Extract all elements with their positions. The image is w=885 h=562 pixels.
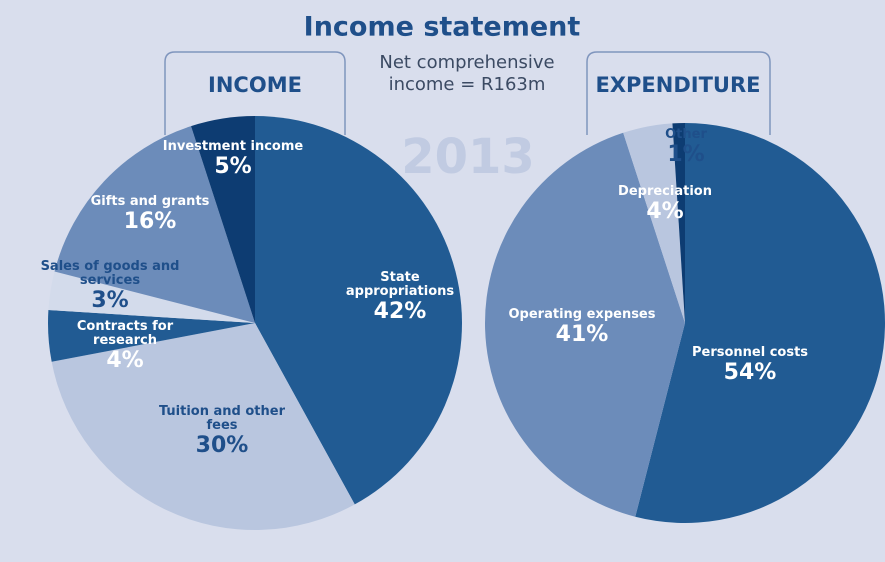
category-label: Depreciation — [618, 184, 712, 199]
pie-slice — [623, 123, 685, 323]
year: 2013 — [401, 129, 535, 185]
slice-label: State appropriations 42% — [325, 271, 475, 325]
value-label: 4% — [646, 199, 684, 224]
subtitle: Net comprehensive income = R163m — [379, 52, 555, 95]
pie-title: EXPENDITURE — [596, 73, 761, 97]
pie-title: INCOME — [208, 73, 302, 97]
value-label: 54% — [723, 360, 777, 385]
slice-label: Depreciation 4% — [590, 185, 740, 225]
title: Income statement — [304, 12, 581, 43]
income-tab — [164, 51, 346, 135]
slice-label: Personnel costs 54% — [675, 346, 825, 386]
category-label: State appropriations — [345, 270, 455, 299]
value-label: 41% — [555, 322, 609, 347]
value-label: 1% — [667, 142, 705, 167]
category-label: Personnel costs — [691, 345, 809, 360]
category-label: Other — [665, 127, 707, 142]
slice-label: Tuition and other fees 30% — [147, 405, 297, 459]
pie-slice — [191, 116, 255, 323]
category-label: Sales of goods and services — [40, 259, 180, 288]
pie-slice — [47, 310, 255, 362]
pie-slice — [48, 271, 256, 323]
value-label: 4% — [106, 348, 144, 373]
pie-slice — [54, 126, 256, 323]
value-label: 30% — [195, 433, 249, 458]
value-label: 3% — [91, 288, 129, 313]
value-label: 5% — [214, 154, 252, 179]
pie-slice — [485, 132, 685, 517]
slice-label: Gifts and grants 16% — [75, 195, 225, 235]
category-label: Contracts for research — [76, 319, 174, 348]
pie-slice — [51, 323, 355, 530]
value-label: 16% — [123, 209, 177, 234]
slice-label: Contracts for research 4% — [50, 320, 200, 374]
pie-slice — [255, 116, 463, 505]
category-label: Gifts and grants — [90, 194, 210, 209]
category-label: Investment income — [162, 139, 304, 154]
slice-label: Operating expenses 41% — [507, 308, 657, 348]
category-label: Operating expenses — [508, 307, 656, 322]
pie-slice — [635, 123, 885, 523]
slice-label: Sales of goods and services 3% — [35, 260, 185, 314]
value-label: 42% — [373, 299, 427, 324]
category-label: Tuition and other fees — [158, 404, 286, 433]
pie-slice — [672, 123, 685, 323]
slice-label: Investment income 5% — [158, 140, 308, 180]
expenditure-tab — [586, 51, 771, 135]
slice-label: Other 1% — [611, 128, 761, 168]
